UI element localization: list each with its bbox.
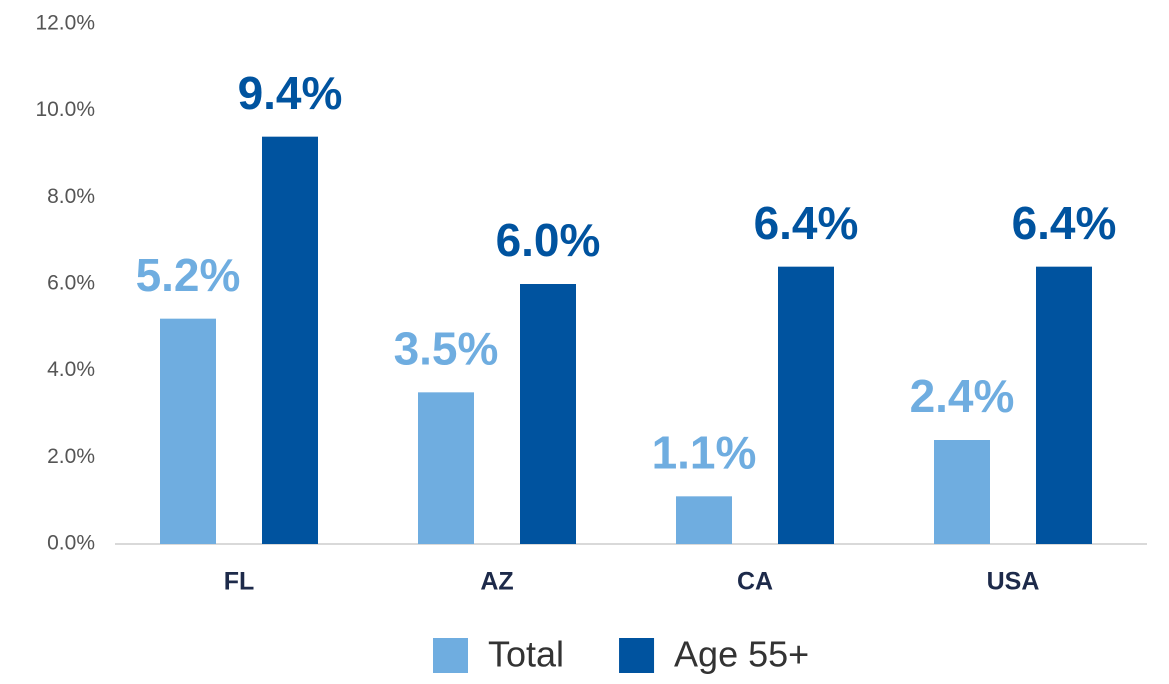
bar [262, 136, 318, 544]
value-label: 6.4% [1012, 197, 1117, 249]
legend-swatch [619, 638, 655, 673]
y-tick-label: 10.0% [35, 98, 95, 121]
bar [934, 440, 990, 544]
y-tick-label: 8.0% [47, 185, 95, 208]
legend-label: Total [488, 634, 564, 675]
legend-swatch [433, 638, 468, 673]
x-tick-label: AZ [480, 568, 513, 596]
y-tick-label: 12.0% [35, 12, 95, 35]
bar [160, 318, 216, 544]
bar [1036, 266, 1092, 544]
value-label: 9.4% [238, 67, 343, 119]
y-tick-label: 2.0% [47, 445, 95, 468]
x-tick-label: USA [987, 568, 1040, 596]
value-label: 6.0% [496, 214, 601, 266]
value-label: 3.5% [394, 322, 499, 374]
value-label: 6.4% [754, 197, 859, 249]
value-label: 5.2% [136, 249, 241, 301]
value-label: 1.1% [652, 426, 757, 478]
y-tick-label: 4.0% [47, 358, 95, 381]
legend-label: Age 55+ [674, 634, 809, 675]
y-tick-label: 0.0% [47, 532, 95, 555]
bar [520, 284, 576, 544]
bar [418, 392, 474, 544]
bar [778, 266, 834, 544]
x-tick-label: FL [224, 568, 255, 596]
y-tick-label: 6.0% [47, 272, 95, 295]
value-label: 2.4% [910, 370, 1015, 422]
x-tick-label: CA [737, 568, 773, 596]
bar [676, 496, 732, 544]
